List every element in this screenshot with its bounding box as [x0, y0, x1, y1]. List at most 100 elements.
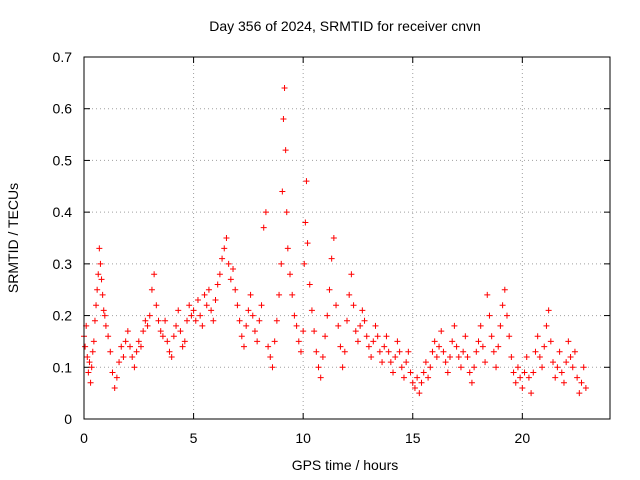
- data-point: [190, 307, 197, 314]
- data-point: [341, 348, 348, 355]
- data-point: [339, 364, 346, 371]
- data-point: [144, 322, 151, 329]
- data-point: [552, 374, 559, 381]
- data-point: [519, 384, 526, 391]
- data-point: [102, 322, 109, 329]
- data-point: [374, 333, 381, 340]
- data-point: [554, 364, 561, 371]
- data-point: [208, 307, 215, 314]
- data-point: [499, 302, 506, 309]
- data-point: [394, 338, 401, 345]
- data-point: [425, 374, 432, 381]
- data-point: [100, 307, 107, 314]
- data-point: [521, 369, 528, 376]
- data-point: [416, 390, 423, 397]
- data-point: [199, 322, 206, 329]
- data-point: [105, 333, 112, 340]
- data-point: [221, 245, 228, 252]
- data-point: [525, 374, 532, 381]
- data-point: [403, 359, 410, 366]
- data-point: [405, 348, 412, 355]
- data-point: [99, 291, 106, 298]
- data-point: [192, 317, 199, 324]
- data-point: [219, 255, 226, 262]
- data-point: [96, 245, 103, 252]
- data-point: [506, 333, 513, 340]
- data-point: [203, 302, 210, 309]
- data-point: [346, 291, 353, 298]
- data-point: [460, 348, 467, 355]
- data-point: [281, 85, 288, 92]
- data-point: [249, 312, 256, 319]
- y-tick-label: 0.6: [53, 101, 73, 117]
- data-point: [565, 338, 572, 345]
- data-point: [159, 333, 166, 340]
- data-point: [177, 328, 184, 335]
- data-point: [122, 338, 129, 345]
- data-point: [232, 286, 239, 293]
- data-point: [225, 260, 232, 267]
- data-point: [98, 276, 105, 283]
- data-point: [97, 260, 104, 267]
- data-point: [291, 312, 298, 319]
- data-point: [234, 302, 241, 309]
- data-point: [482, 359, 489, 366]
- data-point: [273, 317, 280, 324]
- data-point: [168, 353, 175, 360]
- data-point: [201, 291, 208, 298]
- data-point: [558, 369, 565, 376]
- data-point: [94, 286, 101, 293]
- data-point: [227, 276, 234, 283]
- data-point: [271, 338, 278, 345]
- data-point: [116, 359, 123, 366]
- data-point: [251, 328, 258, 335]
- data-point: [162, 317, 169, 324]
- data-point: [372, 322, 379, 329]
- data-point: [247, 291, 254, 298]
- data-point: [545, 307, 552, 314]
- data-point: [528, 390, 535, 397]
- data-points: [81, 85, 589, 397]
- data-point: [279, 188, 286, 195]
- data-point: [166, 348, 173, 355]
- data-point: [429, 348, 436, 355]
- data-point: [146, 312, 153, 319]
- data-point: [194, 297, 201, 304]
- data-point: [124, 328, 131, 335]
- data-point: [301, 260, 308, 267]
- data-point: [188, 312, 195, 319]
- data-point: [282, 147, 289, 154]
- data-point: [326, 286, 333, 293]
- data-point: [258, 302, 265, 309]
- data-point: [449, 338, 456, 345]
- y-tick-label: 0.2: [53, 308, 73, 324]
- data-point: [477, 322, 484, 329]
- data-point: [109, 369, 116, 376]
- data-point: [547, 338, 554, 345]
- data-point: [471, 364, 478, 371]
- y-tick-label: 0.1: [53, 359, 73, 375]
- data-point: [387, 359, 394, 366]
- data-point: [433, 353, 440, 360]
- data-point: [151, 271, 158, 278]
- data-point: [379, 359, 386, 366]
- data-point: [287, 271, 294, 278]
- data-point: [155, 317, 162, 324]
- data-point: [90, 338, 97, 345]
- data-point: [576, 390, 583, 397]
- data-point: [101, 312, 108, 319]
- data-point: [517, 374, 524, 381]
- data-point: [278, 260, 285, 267]
- ticks-layer: 0 5 10 15 20 0 0.1 0.2 0.3 0.4 0.5 0.6 0.7: [53, 49, 610, 446]
- data-point: [400, 374, 407, 381]
- data-point: [447, 353, 454, 360]
- data-point: [512, 379, 519, 386]
- data-point: [280, 116, 287, 123]
- data-point: [409, 379, 416, 386]
- y-tick-label: 0.4: [53, 204, 73, 220]
- data-point: [216, 271, 223, 278]
- x-tick-label: 15: [405, 430, 421, 446]
- data-point: [532, 348, 539, 355]
- data-point: [184, 317, 191, 324]
